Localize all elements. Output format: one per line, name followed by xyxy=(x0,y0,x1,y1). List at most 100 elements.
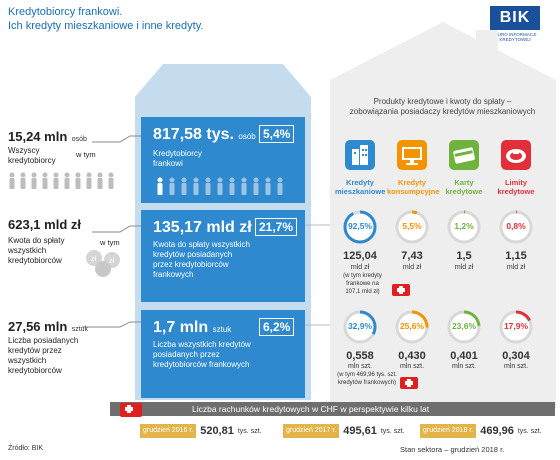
limits-debt-ring: 0,8% xyxy=(499,210,533,244)
cat-label-consumer: Kredyty konsumpcyjne xyxy=(387,178,440,196)
svg-text:zł: zł xyxy=(91,256,97,263)
mortgage-debt-value: 125,04 xyxy=(343,250,377,262)
consumer-debt-ring: 5,5% xyxy=(395,210,429,244)
panel-franc-loans: 1,7 mln sztuk 6,2% Liczba wszystkich kre… xyxy=(141,310,305,398)
cards-count-unit: mln szt. xyxy=(451,363,477,370)
year-2016-unit: tys. szt. xyxy=(237,427,262,435)
chf-accounts-bar: Liczba rachunków kredytowych w CHF w per… xyxy=(110,402,555,416)
cat-label-cards: Karty kredytowe xyxy=(445,178,483,196)
franc-loans-desc: Liczba wszystkich kredytów posiadanych pr… xyxy=(153,340,251,369)
mortgage-count-ring-arc xyxy=(343,310,377,344)
year-2016-label: grudzień 2016 r. xyxy=(140,424,197,438)
mortgage-debt-note: (w tym kredyty frankowe na 107,1 mld zł) xyxy=(343,273,382,295)
year-2016-value: 520,81 xyxy=(200,425,234,437)
all-borrowers-value: 15,24 mln xyxy=(8,129,68,144)
mortgage-count-note: (w tym 469,96 tys. szt. kredytów frankowy… xyxy=(337,372,397,386)
limits-debt-pct: 0,8% xyxy=(506,221,526,231)
meat-icon xyxy=(501,140,531,170)
cards-debt-ring-arc xyxy=(447,210,481,244)
franc-loans-pct: 6,2% xyxy=(259,318,295,336)
page-subtitle: Ich kredyty mieszkaniowe i inne kredyty. xyxy=(8,20,204,32)
year-2018-value: 469,96 xyxy=(480,425,514,437)
limits-debt-ring-arc xyxy=(499,210,533,244)
cat-label-mortgage: Kredyty mieszkaniowe xyxy=(335,178,386,196)
year-2016: grudzień 2016 r. 520,81 tys. szt. xyxy=(140,424,262,438)
mortgage-count-value: 0,558 xyxy=(346,350,374,362)
all-debt-desc: Kwota do spłaty wszystkich kredytobiorców xyxy=(8,236,65,265)
year-2017: grudzień 2017 r. 495,61 tys. szt. xyxy=(283,424,405,438)
limits-count-ring: 17,9% xyxy=(499,310,533,344)
franc-debt-pct: 21,7% xyxy=(255,218,298,236)
franc-loans-unit: sztuk xyxy=(212,325,232,334)
mortgage-count-ring: 32,9% xyxy=(343,310,377,344)
swiss-flag-icon xyxy=(120,403,142,417)
franc-borrowers-desc: Kredytobiorcy frankowi xyxy=(153,149,202,168)
limits-count-pct: 17,9% xyxy=(503,321,529,331)
logo-text: BIK xyxy=(490,6,540,30)
bik-logo: BIK BIURO INFORMACJI KREDYTOWEJ xyxy=(480,6,550,42)
products-heading: Produkty kredytowe i kwoty do spłaty – zo… xyxy=(349,97,536,116)
panel-franc-borrowers: 817,58 tys. osób 5,4% Kredytobiorcy frank… xyxy=(141,117,305,203)
swiss-flag-icon xyxy=(400,377,418,389)
cards-debt-ring: 1,2% xyxy=(447,210,481,244)
cards-debt-unit: mld zł xyxy=(454,264,474,271)
swiss-flag-icon xyxy=(392,284,410,296)
franc-debt-desc: Kwota do spłaty wszystkich kredytów posia… xyxy=(153,240,250,279)
consumer-count-value: 0,430 xyxy=(398,350,426,362)
consumer-count-unit: mln szt. xyxy=(399,363,425,370)
limits-count-ring-arc xyxy=(499,310,533,344)
franc-debt-value: 135,17 mld zł xyxy=(153,219,252,236)
state-date-note: Stan sektora – grudzień 2018 r. xyxy=(400,445,505,454)
consumer-count-ring-arc xyxy=(395,310,429,344)
card-icon xyxy=(449,140,479,170)
right-house-shape xyxy=(330,22,556,408)
mortgage-debt-ring-arc xyxy=(343,210,377,244)
all-borrowers-people-icons xyxy=(9,172,114,189)
year-2017-unit: tys. szt. xyxy=(380,427,405,435)
all-loans-value: 27,56 mln xyxy=(8,319,68,334)
consumer-debt-pct: 5,5% xyxy=(402,221,422,231)
cat-label-limits: Limity kredytowe xyxy=(497,178,535,196)
consumer-debt-ring-arc xyxy=(395,210,429,244)
limits-count-unit: mln szt. xyxy=(503,363,529,370)
mortgage-count-unit: mln szt. xyxy=(347,363,373,370)
cards-count-value: 0,401 xyxy=(450,350,478,362)
all-loans-desc: Liczba posiadanych kredytów przez wszystki… xyxy=(8,336,79,375)
consumer-debt-unit: mld zł xyxy=(402,264,422,271)
tv-icon xyxy=(397,140,427,170)
franc-loans-value: 1,7 mln xyxy=(153,319,209,336)
consumer-count-ring: 25,6% xyxy=(395,310,429,344)
buildings-icon xyxy=(345,140,375,170)
all-borrowers-wtym: w tym xyxy=(76,150,96,159)
franc-borrowers-pct: 5,4% xyxy=(259,125,295,143)
all-debt-wtym: w tym xyxy=(100,238,120,247)
limits-debt-unit: mld zł xyxy=(506,264,526,271)
all-loans-unit: sztuk xyxy=(71,326,89,333)
svg-text:zł: zł xyxy=(109,258,115,265)
chf-accounts-label: Liczba rachunków kredytowych w CHF w per… xyxy=(192,404,430,414)
panel-franc-debt: 135,17 mld zł 21,7% Kwota do spłaty wszy… xyxy=(141,210,305,302)
people-icons xyxy=(157,177,283,195)
year-2017-value: 495,61 xyxy=(343,425,377,437)
logo-subtitle: BIURO INFORMACJI KREDYTOWEJ xyxy=(493,32,537,42)
limits-count-value: 0,304 xyxy=(502,350,530,362)
cards-count-ring-arc xyxy=(447,310,481,344)
all-borrowers-unit: osób xyxy=(71,136,87,143)
cards-count-pct: 23,6% xyxy=(451,321,477,331)
cards-debt-value: 1,5 xyxy=(456,250,472,262)
year-2018-label: grudzień 2018 r. xyxy=(420,424,477,438)
franc-borrowers-value: 817,58 tys. xyxy=(153,126,234,143)
limits-debt-value: 1,15 xyxy=(505,250,527,262)
source-note: Źródło: BIK xyxy=(8,445,44,452)
mortgage-debt-unit: mld zł xyxy=(350,264,370,271)
cards-debt-pct: 1,2% xyxy=(454,221,474,231)
year-2018: grudzień 2018 r. 469,96 tys. szt. xyxy=(420,424,542,438)
coins-icon: zł zł xyxy=(86,250,120,277)
year-2018-unit: tys. szt. xyxy=(517,427,542,435)
year-2017-label: grudzień 2017 r. xyxy=(283,424,340,438)
page-title: Kredytobiorcy frankowi. xyxy=(8,6,123,18)
all-debt-value: 623,1 mld zł xyxy=(8,217,81,232)
cards-count-ring: 23,6% xyxy=(447,310,481,344)
consumer-debt-value: 7,43 xyxy=(401,250,423,262)
